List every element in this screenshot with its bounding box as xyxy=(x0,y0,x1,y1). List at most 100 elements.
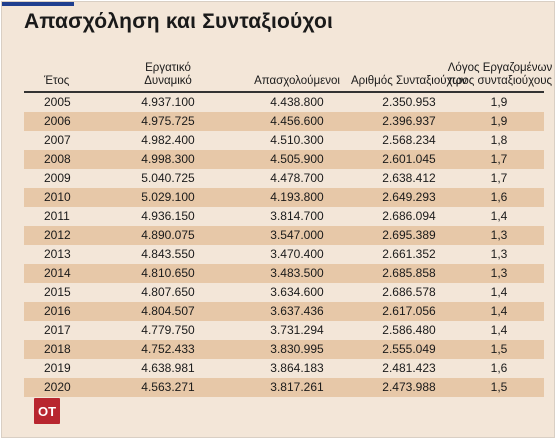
cell-labor-force: 5.029.100 xyxy=(141,190,195,204)
cell-employed: 3.483.500 xyxy=(270,266,324,280)
table-row: 2019 4.638.981 3.864.183 2.481.423 1,6 xyxy=(24,359,544,378)
cell-labor-force: 4.779.750 xyxy=(141,323,195,337)
cell-ratio: 1,3 xyxy=(490,266,508,280)
header-pensioners: Αριθμός Συνταξιούχων xyxy=(351,75,467,87)
cell-year: 2007 xyxy=(44,133,71,147)
cell-year: 2020 xyxy=(44,380,71,394)
cell-year: 2016 xyxy=(44,304,71,318)
cell-labor-force: 4.563.271 xyxy=(141,380,195,394)
cell-employed: 3.637.436 xyxy=(270,304,324,318)
cell-ratio: 1,4 xyxy=(490,285,508,299)
accent-bar xyxy=(2,2,74,6)
header-year: Έτος xyxy=(44,75,70,87)
cell-ratio: 1,7 xyxy=(490,152,508,166)
table-row: 2009 5.040.725 4.478.700 2.638.412 1,7 xyxy=(24,169,544,188)
cell-labor-force: 4.752.433 xyxy=(141,342,195,356)
cell-employed: 4.505.900 xyxy=(270,152,324,166)
cell-pensioners: 2.686.578 xyxy=(382,285,436,299)
cell-labor-force: 4.890.075 xyxy=(141,228,195,242)
table-row: 2010 5.029.100 4.193.800 2.649.293 1,6 xyxy=(24,188,544,207)
table-row: 2013 4.843.550 3.470.400 2.661.352 1,3 xyxy=(24,245,544,264)
table-row: 2017 4.779.750 3.731.294 2.586.480 1,4 xyxy=(24,321,544,340)
cell-year: 2009 xyxy=(44,171,71,185)
cell-pensioners: 2.586.480 xyxy=(382,323,436,337)
cell-ratio: 1,9 xyxy=(490,95,508,109)
cell-year: 2008 xyxy=(44,152,71,166)
cell-employed: 3.470.400 xyxy=(270,247,324,261)
table-row: 2005 4.937.100 4.438.800 2.350.953 1,9 xyxy=(24,93,544,112)
header-ratio: Λόγος Εργαζομένων προς συνταξιούχους xyxy=(447,62,553,87)
cell-ratio: 1,9 xyxy=(490,114,508,128)
cell-ratio: 1,5 xyxy=(490,380,508,394)
page-title: Απασχόληση και Συνταξιούχοι xyxy=(24,10,334,33)
cell-labor-force: 4.807.650 xyxy=(141,285,195,299)
cell-ratio: 1,6 xyxy=(490,361,508,375)
cell-employed: 3.830.995 xyxy=(270,342,324,356)
cell-ratio: 1,7 xyxy=(490,171,508,185)
cell-labor-force: 4.936.150 xyxy=(141,209,195,223)
cell-pensioners: 2.555.049 xyxy=(382,342,436,356)
cell-ratio: 1,3 xyxy=(490,247,508,261)
cell-pensioners: 2.686.094 xyxy=(382,209,436,223)
cell-year: 2015 xyxy=(44,285,71,299)
table-row: 2006 4.975.725 4.456.600 2.396.937 1,9 xyxy=(24,112,544,131)
table-header: Έτος Εργατικό Δυναμικό Απασχολούμενοι Αρ… xyxy=(24,42,552,92)
cell-labor-force: 5.040.725 xyxy=(141,171,195,185)
table-row: 2018 4.752.433 3.830.995 2.555.049 1,5 xyxy=(24,340,544,359)
header-employed: Απασχολούμενοι xyxy=(254,75,340,87)
cell-pensioners: 2.617.056 xyxy=(382,304,436,318)
cell-pensioners: 2.601.045 xyxy=(382,152,436,166)
cell-labor-force: 4.982.400 xyxy=(141,133,195,147)
cell-year: 2018 xyxy=(44,342,71,356)
cell-employed: 4.193.800 xyxy=(270,190,324,204)
table-row: 2008 4.998.300 4.505.900 2.601.045 1,7 xyxy=(24,150,544,169)
cell-pensioners: 2.685.858 xyxy=(382,266,436,280)
cell-pensioners: 2.396.937 xyxy=(382,114,436,128)
cell-pensioners: 2.649.293 xyxy=(382,190,436,204)
cell-ratio: 1,6 xyxy=(490,190,508,204)
cell-pensioners: 2.638.412 xyxy=(382,171,436,185)
cell-pensioners: 2.473.988 xyxy=(382,380,436,394)
cell-labor-force: 4.998.300 xyxy=(141,152,195,166)
table-row: 2020 4.563.271 3.817.261 2.473.988 1,5 xyxy=(24,378,544,397)
table-row: 2012 4.890.075 3.547.000 2.695.389 1,3 xyxy=(24,226,544,245)
ot-logo: ΟΤ xyxy=(34,398,60,424)
cell-year: 2011 xyxy=(44,209,70,223)
cell-employed: 3.864.183 xyxy=(270,361,324,375)
cell-employed: 3.634.600 xyxy=(270,285,324,299)
header-labor-force: Εργατικό Δυναμικό xyxy=(144,62,192,87)
cell-pensioners: 2.350.953 xyxy=(382,95,436,109)
cell-employed: 4.510.300 xyxy=(270,133,324,147)
cell-pensioners: 2.568.234 xyxy=(382,133,436,147)
cell-employed: 4.456.600 xyxy=(270,114,324,128)
cell-year: 2014 xyxy=(44,266,71,280)
cell-labor-force: 4.975.725 xyxy=(141,114,195,128)
cell-ratio: 1,4 xyxy=(490,323,508,337)
table-row: 2015 4.807.650 3.634.600 2.686.578 1,4 xyxy=(24,283,544,302)
cell-ratio: 1,5 xyxy=(490,342,508,356)
cell-employed: 3.731.294 xyxy=(270,323,324,337)
cell-employed: 3.817.261 xyxy=(270,380,324,394)
cell-ratio: 1,3 xyxy=(490,228,508,242)
cell-ratio: 1,4 xyxy=(490,209,508,223)
cell-labor-force: 4.937.100 xyxy=(141,95,195,109)
cell-pensioners: 2.661.352 xyxy=(382,247,436,261)
table-row: 2007 4.982.400 4.510.300 2.568.234 1,8 xyxy=(24,131,544,150)
cell-labor-force: 4.804.507 xyxy=(141,304,195,318)
table-row: 2014 4.810.650 3.483.500 2.685.858 1,3 xyxy=(24,264,544,283)
cell-employed: 4.438.800 xyxy=(270,95,324,109)
cell-labor-force: 4.843.550 xyxy=(141,247,195,261)
cell-employed: 3.814.700 xyxy=(270,209,324,223)
cell-pensioners: 2.481.423 xyxy=(382,361,436,375)
cell-ratio: 1,4 xyxy=(490,304,508,318)
cell-employed: 3.547.000 xyxy=(270,228,324,242)
cell-employed: 4.478.700 xyxy=(270,171,324,185)
table-row: 2016 4.804.507 3.637.436 2.617.056 1,4 xyxy=(24,302,544,321)
cell-year: 2006 xyxy=(44,114,71,128)
cell-labor-force: 4.810.650 xyxy=(141,266,195,280)
cell-labor-force: 4.638.981 xyxy=(141,361,195,375)
cell-ratio: 1,8 xyxy=(490,133,508,147)
table-row: 2011 4.936.150 3.814.700 2.686.094 1,4 xyxy=(24,207,544,226)
header-divider xyxy=(24,91,544,93)
